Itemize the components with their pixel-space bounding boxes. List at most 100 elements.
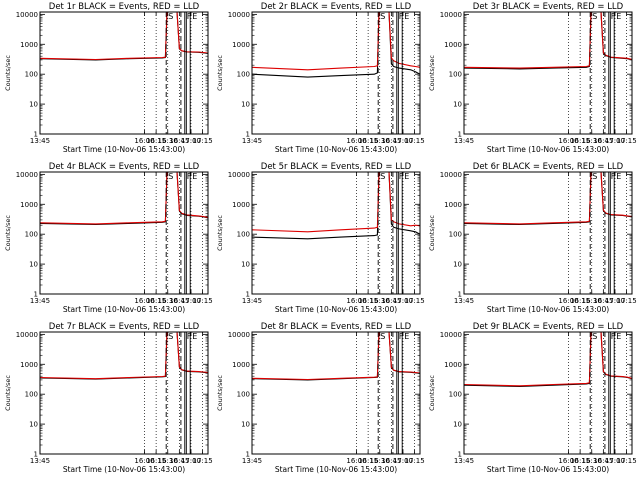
- marker-label-e: E: [616, 12, 621, 21]
- y-tick-label: 1: [246, 131, 250, 139]
- y-tick-label: 1000: [444, 361, 462, 369]
- y-tick-label: 10: [453, 101, 462, 109]
- x-tick-label: 16:00: [134, 297, 154, 305]
- series-group: [40, 12, 208, 61]
- marker-label-f: F: [399, 332, 404, 341]
- marker-label-e: E: [404, 172, 409, 181]
- events-series-line: [252, 12, 420, 78]
- x-tick-label: 16:15: [358, 137, 378, 145]
- marker-label-f: F: [611, 12, 616, 21]
- x-tick-label: 16:30: [158, 137, 178, 145]
- panel-title: Det 9r BLACK = Events, RED = LLD: [473, 322, 624, 332]
- y-axis-label: Counts/sec: [4, 55, 12, 91]
- y-tick-label: 100: [25, 71, 38, 79]
- panel-title: Det 8r BLACK = Events, RED = LLD: [261, 322, 412, 332]
- y-tick-label: 1: [246, 291, 250, 299]
- marker-label-f: F: [399, 172, 404, 181]
- x-tick-label: 17:15: [616, 297, 636, 305]
- marker-label-s: S: [168, 12, 173, 21]
- series-group: [464, 12, 632, 70]
- y-axis-label: Counts/sec: [4, 215, 12, 251]
- y-tick-label: 1: [458, 131, 462, 139]
- y-tick-label: 1: [34, 291, 38, 299]
- panel-title: Det 6r BLACK = Events, RED = LLD: [473, 162, 624, 172]
- y-axis-label: Counts/sec: [216, 55, 224, 91]
- series-group: [252, 332, 420, 381]
- marker-label-s: S: [592, 12, 597, 21]
- marker-label-e: E: [616, 172, 621, 181]
- plot-frame: [463, 11, 633, 135]
- events-series-line: [464, 332, 632, 388]
- x-tick-label: 13:45: [30, 297, 50, 305]
- y-tick-label: 10000: [16, 171, 38, 179]
- marker-label-f: F: [611, 172, 616, 181]
- x-tick-label: 17:00: [605, 297, 625, 305]
- x-tick-label: 17:00: [393, 457, 413, 465]
- y-tick-label: 10000: [440, 11, 462, 19]
- x-axis-label: Start Time (10-Nov-06 15:43:00): [487, 145, 609, 154]
- x-tick-label: 16:00: [558, 137, 578, 145]
- x-tick-label: 16:15: [570, 297, 590, 305]
- x-tick-label: 17:15: [192, 137, 212, 145]
- x-tick-label: 16:30: [370, 137, 390, 145]
- lld-series-line: [40, 172, 208, 225]
- lld-series-line: [252, 332, 420, 381]
- marker-label-s: S: [380, 332, 385, 341]
- x-tick-label: 17:00: [181, 297, 201, 305]
- x-tick-label: 16:00: [346, 137, 366, 145]
- x-tick-label: 13:45: [242, 297, 262, 305]
- events-series-line: [464, 12, 632, 70]
- x-tick-label: 16:30: [370, 457, 390, 465]
- marker-label-f: F: [611, 332, 616, 341]
- x-tick-label: 17:15: [404, 137, 424, 145]
- y-tick-label: 100: [237, 391, 250, 399]
- x-tick-label: 16:00: [346, 457, 366, 465]
- x-tick-label: 17:15: [404, 297, 424, 305]
- y-tick-label: 10000: [440, 331, 462, 339]
- x-axis-label: Start Time (10-Nov-06 15:43:00): [63, 305, 185, 314]
- y-tick-label: 1000: [20, 41, 38, 49]
- y-tick-label: 1: [246, 451, 250, 459]
- x-tick-label: 16:00: [134, 457, 154, 465]
- plot-frame: [39, 11, 209, 135]
- x-axis-label: Start Time (10-Nov-06 15:43:00): [275, 145, 397, 154]
- x-tick-label: 17:15: [404, 457, 424, 465]
- y-axis-label: Counts/sec: [4, 375, 12, 411]
- x-tick-label: 16:15: [146, 297, 166, 305]
- lld-series-line: [252, 172, 420, 233]
- marker-label-s: S: [592, 172, 597, 181]
- x-tick-label: 17:00: [393, 297, 413, 305]
- x-tick-label: 17:15: [192, 297, 212, 305]
- marker-label-e: E: [192, 332, 197, 341]
- events-series-line: [40, 172, 208, 226]
- x-tick-label: 13:45: [242, 137, 262, 145]
- x-axis-label: Start Time (10-Nov-06 15:43:00): [487, 305, 609, 314]
- x-tick-label: 16:45: [593, 457, 613, 465]
- events-series-line: [464, 172, 632, 226]
- plot-frame: [463, 331, 633, 455]
- x-tick-label: 16:15: [570, 457, 590, 465]
- y-tick-label: 100: [237, 71, 250, 79]
- marker-label-f: F: [187, 12, 192, 21]
- x-tick-label: 16:15: [358, 457, 378, 465]
- x-tick-label: 16:45: [381, 137, 401, 145]
- y-tick-label: 100: [449, 71, 462, 79]
- x-tick-label: 13:45: [454, 297, 474, 305]
- y-tick-label: 1: [458, 451, 462, 459]
- x-tick-label: 16:45: [169, 297, 189, 305]
- y-tick-label: 1000: [20, 361, 38, 369]
- y-tick-label: 10000: [228, 11, 250, 19]
- marker-label-e: E: [192, 172, 197, 181]
- events-series-line: [252, 332, 420, 381]
- y-axis-label: Counts/sec: [428, 55, 436, 91]
- x-tick-label: 16:00: [558, 457, 578, 465]
- x-tick-label: 13:45: [242, 457, 262, 465]
- lld-series-line: [40, 332, 208, 380]
- events-series-line: [40, 12, 208, 61]
